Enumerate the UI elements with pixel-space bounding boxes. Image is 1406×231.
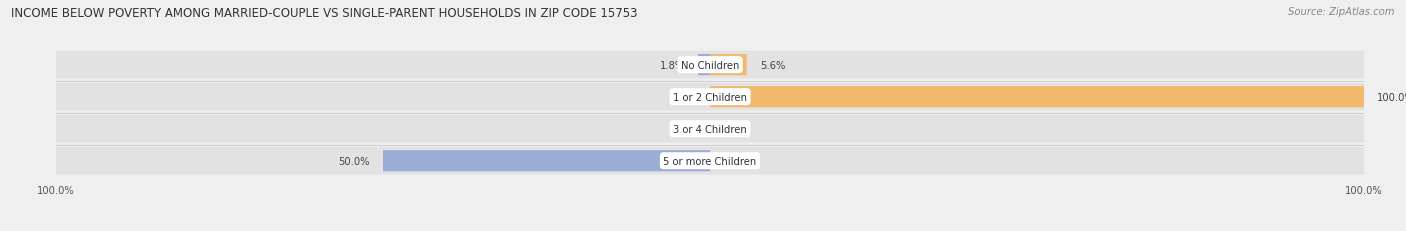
FancyBboxPatch shape xyxy=(56,52,1364,79)
Text: 1 or 2 Children: 1 or 2 Children xyxy=(673,92,747,102)
Text: 0.0%: 0.0% xyxy=(672,92,697,102)
Text: 50.0%: 50.0% xyxy=(339,156,370,166)
Text: 100.0%: 100.0% xyxy=(1376,92,1406,102)
Text: 0.0%: 0.0% xyxy=(672,124,697,134)
FancyBboxPatch shape xyxy=(56,147,1364,175)
FancyBboxPatch shape xyxy=(710,55,747,76)
FancyBboxPatch shape xyxy=(710,87,1364,108)
Text: INCOME BELOW POVERTY AMONG MARRIED-COUPLE VS SINGLE-PARENT HOUSEHOLDS IN ZIP COD: INCOME BELOW POVERTY AMONG MARRIED-COUPL… xyxy=(11,7,638,20)
Text: 0.0%: 0.0% xyxy=(723,124,748,134)
Text: 5 or more Children: 5 or more Children xyxy=(664,156,756,166)
Text: 3 or 4 Children: 3 or 4 Children xyxy=(673,124,747,134)
Text: No Children: No Children xyxy=(681,60,740,70)
Text: Source: ZipAtlas.com: Source: ZipAtlas.com xyxy=(1288,7,1395,17)
FancyBboxPatch shape xyxy=(56,84,1364,111)
Text: 5.6%: 5.6% xyxy=(759,60,785,70)
FancyBboxPatch shape xyxy=(56,116,1364,143)
FancyBboxPatch shape xyxy=(699,55,710,76)
Text: 1.8%: 1.8% xyxy=(659,60,685,70)
Text: 0.0%: 0.0% xyxy=(723,156,748,166)
FancyBboxPatch shape xyxy=(382,151,710,172)
